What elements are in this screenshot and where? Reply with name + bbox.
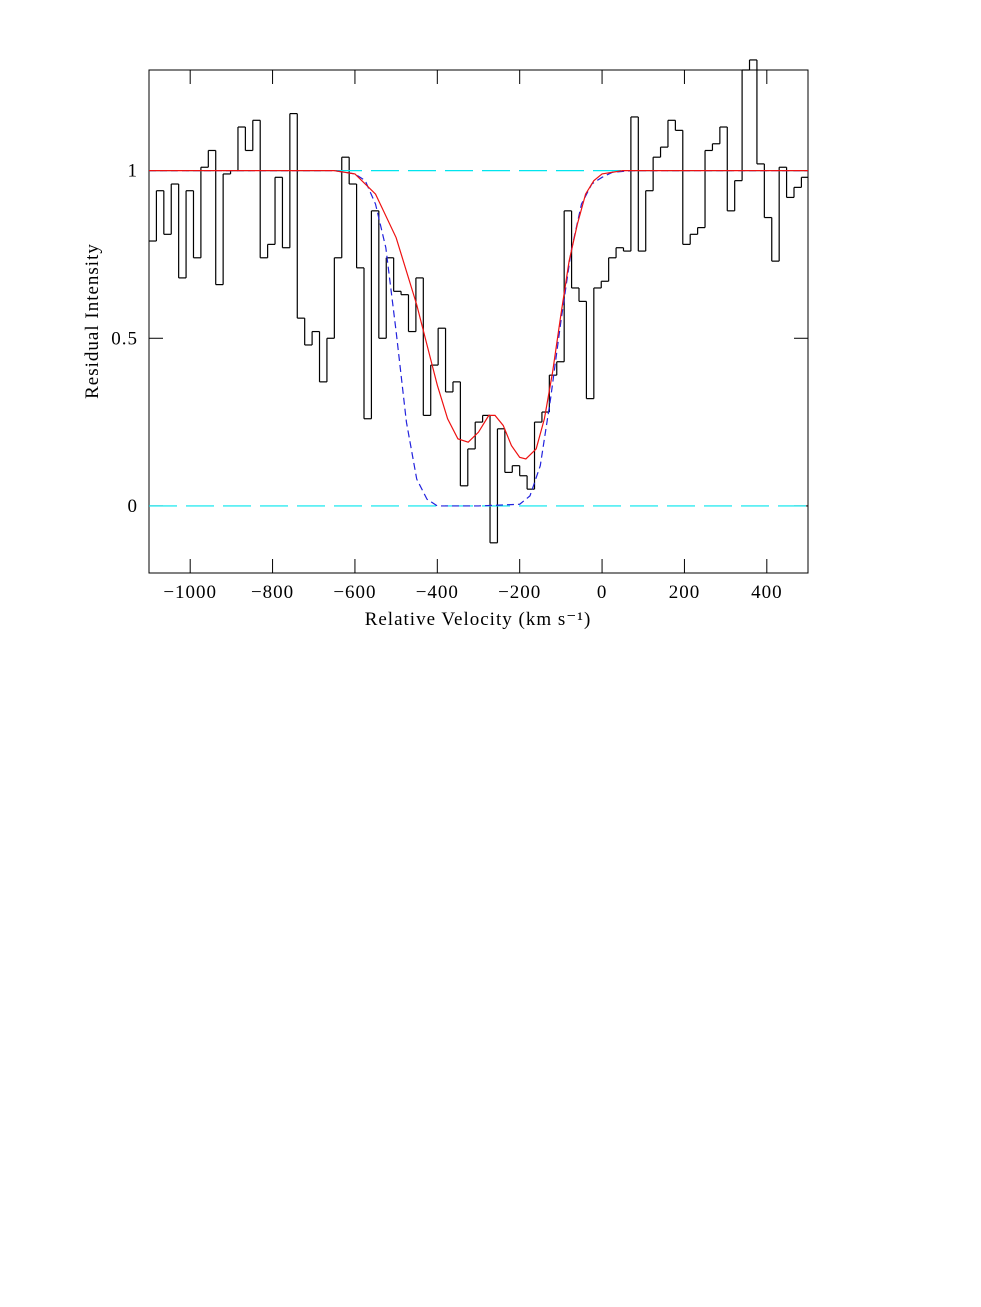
x-tick-label: −800 <box>251 582 294 603</box>
x-tick-label: 400 <box>751 582 783 603</box>
y-tick-label: 0.5 <box>111 328 138 349</box>
x-tick-label: 0 <box>597 582 608 603</box>
x-tick-label: −1000 <box>163 582 217 603</box>
series-line <box>149 170 808 460</box>
series-line <box>149 170 808 507</box>
x-tick-label: −400 <box>416 582 459 603</box>
y-tick-label: 1 <box>128 161 139 182</box>
y-tick-label: 0 <box>128 496 139 517</box>
y-axis-label: Residual Intensity <box>82 243 103 399</box>
x-axis-label: Relative Velocity (km s⁻¹) <box>365 609 592 630</box>
plot-frame <box>148 69 809 574</box>
x-tick-label: −600 <box>333 582 376 603</box>
x-tick-label: −200 <box>498 582 541 603</box>
x-tick-label: 200 <box>669 582 701 603</box>
